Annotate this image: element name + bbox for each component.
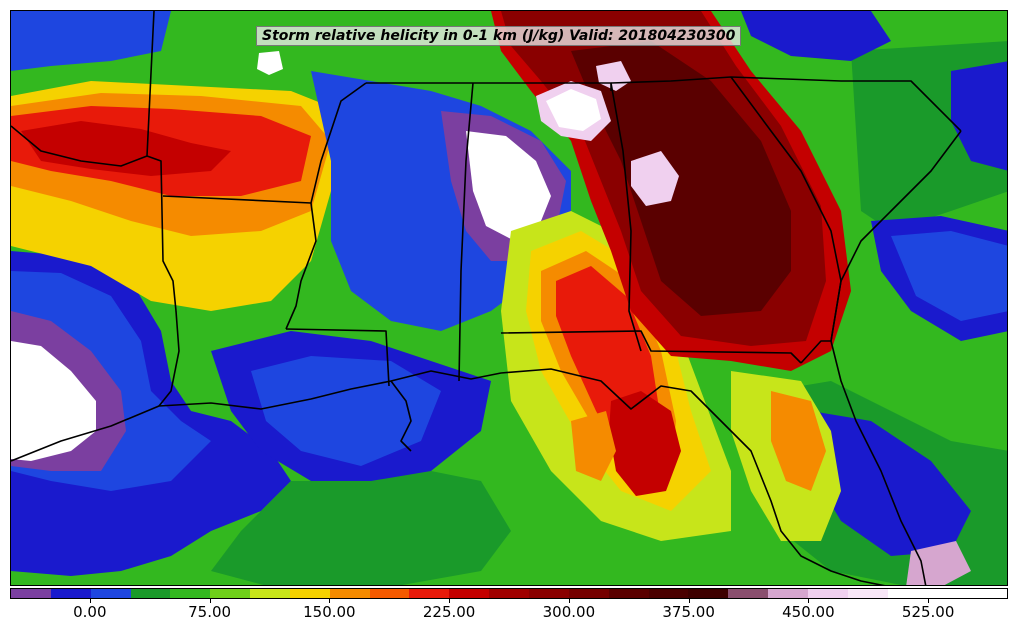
field-white-north-blob (257, 51, 283, 75)
field-white-core (546, 89, 601, 131)
field-blue-right (951, 61, 1007, 171)
field-blue-top (11, 11, 171, 71)
coastline-gulf (11, 368, 886, 585)
colorbar-swatch (847, 589, 888, 598)
colorbar-swatch (210, 589, 251, 598)
colorbar-tick-label: 375.00 (662, 603, 715, 621)
colorbar-tick-mark (89, 599, 91, 603)
field-blue-florida (811, 411, 971, 556)
colorbar-tick-label: 150.00 (303, 603, 356, 621)
field-orange-panhandle (571, 411, 616, 481)
colorbar-tick-label: 0.00 (73, 603, 107, 621)
colorbar-swatch (608, 589, 649, 598)
colorbar-swatch (329, 589, 370, 598)
coastline-la-delta (390, 380, 412, 452)
colorbar-swatch (369, 589, 410, 598)
colorbar-swatch (807, 589, 848, 598)
colorbar-swatch (90, 589, 131, 598)
colorbar-swatch (289, 589, 330, 598)
field-white-sw (11, 341, 96, 461)
colorbar-swatch (887, 589, 928, 598)
helicity-map: Storm relative helicity in 0-1 km (J/kg)… (10, 10, 1008, 586)
border-al-ga (610, 82, 642, 352)
field-red-panhandle (609, 391, 681, 496)
colorbar-swatch (648, 589, 689, 598)
colorbar-swatch (11, 589, 51, 598)
colorbar-swatch (728, 589, 769, 598)
border-ar-north (162, 195, 312, 204)
colorbar-swatch (927, 589, 968, 598)
colorbar-tick-label: 75.00 (188, 603, 232, 621)
border-ok-ar-west (146, 11, 177, 312)
border-tn-north (610, 76, 962, 132)
field-green-gulf (211, 471, 511, 585)
field-maroondark-core (571, 41, 791, 316)
map-title: Storm relative helicity in 0-1 km (J/kg)… (256, 26, 742, 46)
field-darkred-nw (21, 121, 231, 176)
colorbar-ticks: 0.00 75.00 150.00 225.00 300.00 375.00 450.00 5… (10, 599, 1008, 629)
border-al-fl (500, 330, 802, 364)
map-canvas (11, 11, 1007, 585)
colorbar-swatch (568, 589, 609, 598)
colorbar-swatch (449, 589, 490, 598)
colorbar-tick-mark (808, 599, 810, 603)
colorbar (10, 588, 1008, 599)
field-white-north (466, 131, 551, 239)
border-ok-tx (11, 125, 148, 167)
colorbar-swatch (489, 589, 529, 598)
colorbar-swatch (130, 589, 171, 598)
colorbar-tick-label: 450.00 (782, 603, 835, 621)
border-ms-al (458, 82, 474, 382)
colorbar-swatch (409, 589, 450, 598)
border-la-north (285, 328, 390, 387)
colorbar-tick-mark (928, 599, 930, 603)
field-pink-core-2 (631, 151, 679, 206)
border-ga-fl (800, 340, 831, 364)
colorbar-swatch (528, 589, 569, 598)
field-blue-east-2 (891, 231, 1007, 321)
border-ar-east (310, 82, 367, 204)
state-boundaries (11, 11, 962, 585)
colorbar-swatch (967, 589, 1008, 598)
coastline-atlantic (830, 130, 962, 585)
border-tx-la (158, 310, 180, 407)
colorbar-tick-mark (329, 599, 331, 603)
colorbar-swatch (50, 589, 91, 598)
colorbar-tick-mark (568, 599, 570, 603)
colorbar-tick-label: 300.00 (542, 603, 596, 621)
colorbar-swatch (688, 589, 729, 598)
field-blue-top-2 (741, 11, 891, 61)
colorbar-tick-mark (449, 599, 451, 603)
colorbar-tick-label: 525.00 (901, 603, 955, 621)
colorbar-swatch (250, 589, 290, 598)
field-pink-florida (906, 541, 971, 585)
colorbar-swatch (170, 589, 211, 598)
colorbar-tick-mark (688, 599, 690, 603)
border-ms-west (285, 202, 317, 330)
colorbar-tick-mark (209, 599, 211, 603)
colorbar-swatch (768, 589, 808, 598)
field-orange-florida (771, 391, 826, 491)
colorbar-tick-label: 225.00 (422, 603, 476, 621)
